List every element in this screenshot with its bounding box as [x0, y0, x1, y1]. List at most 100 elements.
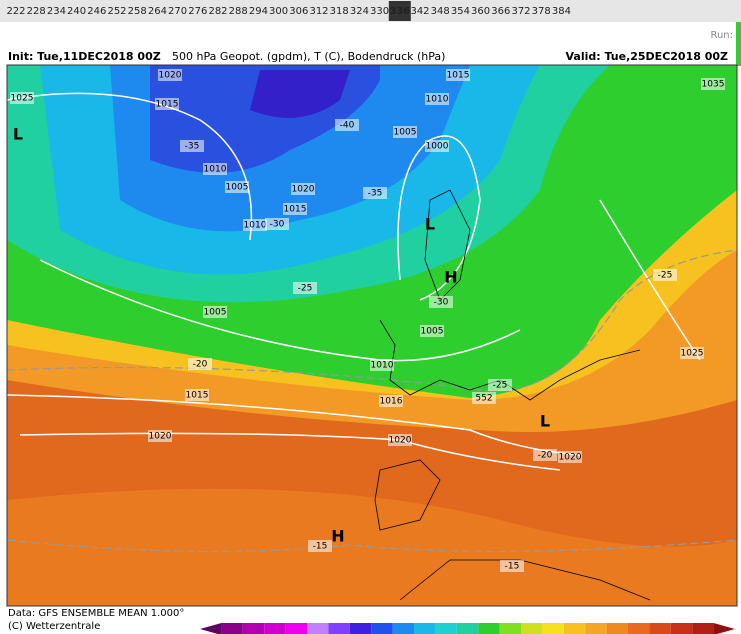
contour-label: -35 — [185, 142, 200, 152]
contour-label: 1015 — [156, 100, 179, 110]
contour-label: -25 — [298, 284, 313, 294]
hour-button[interactable]: 360 — [471, 6, 490, 17]
hour-button[interactable]: 348 — [431, 6, 450, 17]
contour-label: -20 — [538, 451, 553, 461]
label-bg — [155, 98, 179, 110]
color-scale-cell — [499, 623, 521, 634]
hour-button[interactable]: 366 — [491, 6, 510, 17]
hour-button[interactable]: 228 — [27, 6, 46, 17]
hour-button[interactable]: 384 — [552, 6, 571, 17]
hour-button[interactable]: 330 — [370, 6, 389, 17]
color-scale-cell — [414, 623, 436, 634]
contour-label: 1020 — [159, 71, 182, 81]
label-bg — [188, 358, 212, 370]
contour-label: -25 — [658, 271, 673, 281]
header-title: 500 hPa Geopot. (gpdm), T (C), Bodendruc… — [172, 50, 445, 63]
label-bg — [558, 451, 582, 463]
hour-button[interactable]: 288 — [229, 6, 248, 17]
contour-label: 1020 — [149, 432, 172, 442]
color-scale-cell — [478, 623, 500, 634]
label-bg — [680, 347, 704, 359]
color-scale-cell — [307, 623, 329, 634]
data-source: Data: GFS ENSEMBLE MEAN 1.000° — [8, 608, 184, 619]
hour-button[interactable]: 342 — [410, 6, 429, 17]
contour-label: 1010 — [426, 95, 449, 105]
contour-label: 1016 — [380, 397, 403, 407]
label-bg — [420, 325, 444, 337]
hour-bar — [0, 0, 741, 22]
color-scale-cell — [328, 623, 350, 634]
contour-label: 1035 — [702, 80, 725, 90]
hour-button-active — [388, 1, 411, 21]
label-bg — [653, 269, 677, 281]
label-bg — [148, 430, 172, 442]
hour-button[interactable]: 336 — [389, 6, 410, 17]
color-scale-cell — [692, 623, 714, 634]
hour-button[interactable]: 240 — [67, 6, 86, 17]
hour-button[interactable]: 264 — [148, 6, 167, 17]
hour-button[interactable]: 276 — [188, 6, 207, 17]
hour-button[interactable]: 378 — [532, 6, 551, 17]
label-bg — [243, 219, 267, 231]
hour-button[interactable]: 270 — [168, 6, 187, 17]
hour-button[interactable]: 306 — [289, 6, 308, 17]
contour-label: -40 — [340, 121, 355, 131]
hour-button[interactable]: 252 — [107, 6, 126, 17]
valid-text: Valid: Tue,25DEC2018 00Z — [566, 50, 729, 63]
color-scale-cell — [371, 623, 393, 634]
label-bg — [283, 203, 307, 215]
hour-button[interactable]: 354 — [451, 6, 470, 17]
pressure-center: H — [331, 527, 344, 546]
run-label: Run: — [710, 30, 733, 41]
pressure-center: H — [444, 268, 457, 287]
run-strip — [736, 22, 741, 66]
label-bg — [291, 183, 315, 195]
color-scale-cell — [221, 623, 243, 634]
label-bg — [500, 560, 524, 572]
contour-label: 1005 — [226, 183, 249, 193]
color-scale-cell — [670, 623, 693, 634]
contour-label: 1010 — [244, 221, 267, 231]
contour-label: 1015 — [447, 71, 470, 81]
color-scale-cell — [563, 623, 586, 634]
label-bg — [293, 282, 317, 294]
hour-button[interactable]: 282 — [208, 6, 227, 17]
contour-label: 1005 — [394, 128, 417, 138]
label-bg — [180, 140, 204, 152]
contour-label: -30 — [270, 220, 285, 230]
label-bg — [472, 392, 496, 404]
contour-label: 1005 — [204, 308, 227, 318]
hour-button[interactable]: 372 — [511, 6, 530, 17]
label-bg — [203, 163, 227, 175]
label-bg — [379, 395, 403, 407]
init-text: Init: Tue,11DEC2018 00Z — [8, 50, 161, 63]
color-scale-cell — [285, 623, 307, 634]
hour-button[interactable]: 222 — [6, 6, 25, 17]
contour-label: 1020 — [292, 185, 315, 195]
pressure-center: L — [540, 412, 550, 431]
contour-label: -35 — [368, 189, 383, 199]
hour-button[interactable]: 258 — [128, 6, 147, 17]
hour-button[interactable]: 318 — [330, 6, 349, 17]
hour-button[interactable]: 234 — [47, 6, 66, 17]
contour-label: -25 — [493, 381, 508, 391]
label-bg — [158, 69, 182, 81]
hour-button[interactable]: 246 — [87, 6, 106, 17]
color-scale-cell — [585, 623, 607, 634]
hour-button[interactable]: 324 — [350, 6, 369, 17]
pressure-center: L — [13, 125, 23, 144]
contour-label: 1000 — [426, 142, 449, 152]
color-scale-cell — [392, 623, 414, 634]
hour-button[interactable]: 294 — [249, 6, 268, 17]
color-scale-cell — [264, 623, 286, 634]
label-bg — [533, 449, 557, 461]
hour-button[interactable]: 312 — [309, 6, 328, 17]
label-bg — [363, 187, 387, 199]
contour-label: 1010 — [371, 361, 394, 371]
hour-button[interactable]: 300 — [269, 6, 288, 17]
label-bg — [203, 306, 227, 318]
pressure-center: L — [425, 215, 435, 234]
contour-label: 1025 — [681, 349, 704, 359]
color-scale-cell — [649, 623, 671, 634]
contour-label: 1015 — [284, 205, 307, 215]
